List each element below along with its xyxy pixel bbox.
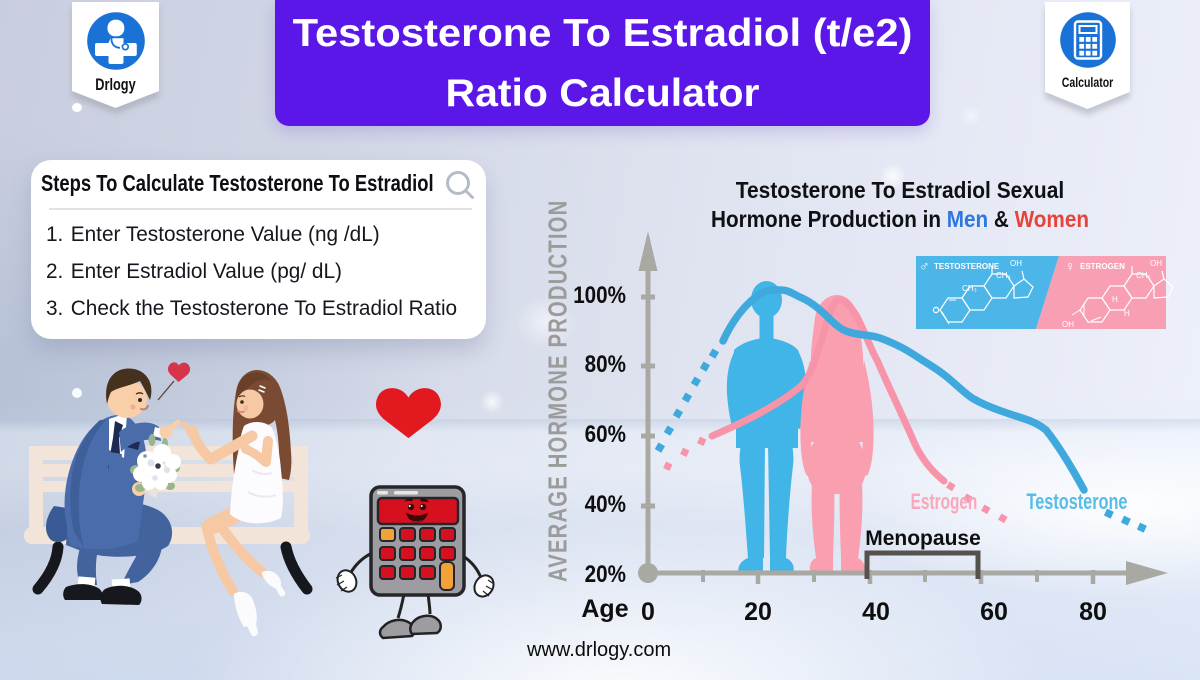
svg-text:20%: 20% <box>585 561 626 588</box>
svg-text:20: 20 <box>744 598 772 626</box>
svg-text:H: H <box>1124 309 1130 318</box>
svg-text:100%: 100% <box>573 282 626 309</box>
svg-text:80: 80 <box>1079 598 1107 626</box>
svg-text:♂: ♂ <box>919 258 930 274</box>
svg-text:60%: 60% <box>585 421 626 448</box>
svg-text:OH: OH <box>1062 320 1074 329</box>
svg-text:CH₃: CH₃ <box>962 284 977 293</box>
svg-text:CH₃: CH₃ <box>996 271 1011 280</box>
svg-text:ESTROGEN: ESTROGEN <box>1080 262 1125 271</box>
svg-text:0: 0 <box>641 598 655 626</box>
svg-text:Age: Age <box>581 595 628 623</box>
svg-text:CH₃: CH₃ <box>1136 271 1151 280</box>
svg-text:OH: OH <box>1010 259 1022 268</box>
svg-text:AVERAGE HORMONE PRODUCTION: AVERAGE HORMONE PRODUCTION <box>543 200 572 582</box>
svg-text:80%: 80% <box>585 351 626 378</box>
svg-text:OH: OH <box>1150 259 1162 268</box>
svg-text:TESTOSTERONE: TESTOSTERONE <box>934 262 1000 271</box>
svg-text:Menopause: Menopause <box>865 527 981 550</box>
svg-text:Testosterone: Testosterone <box>1027 490 1128 515</box>
svg-text:Estrogen: Estrogen <box>911 490 978 514</box>
svg-text:40: 40 <box>862 598 890 626</box>
svg-text:60: 60 <box>980 598 1008 626</box>
svg-text:40%: 40% <box>585 491 626 518</box>
svg-text:♀: ♀ <box>1065 258 1076 274</box>
svg-text:H: H <box>1112 295 1118 304</box>
